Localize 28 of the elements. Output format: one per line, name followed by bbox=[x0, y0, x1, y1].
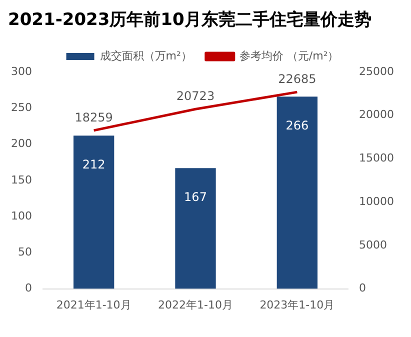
chart-title: 2021-2023历年前10月东莞二手住宅量价走势 bbox=[8, 9, 372, 31]
y-tick-label: 50 bbox=[18, 246, 32, 259]
y2-tick-label: 10000 bbox=[359, 194, 394, 208]
y-tick-label: 0 bbox=[24, 282, 32, 295]
data-label: 212 bbox=[82, 158, 106, 172]
x-tick-label: 2022年1-10月 bbox=[158, 298, 233, 312]
y-tick-label: 200 bbox=[10, 137, 32, 150]
x-tick-label: 2021年1-10月 bbox=[56, 298, 132, 312]
y2-tick-label: 5000 bbox=[359, 238, 388, 252]
y-tick-label: 300 bbox=[10, 64, 32, 78]
bar bbox=[276, 96, 318, 289]
data-label: 266 bbox=[286, 118, 309, 133]
y2-tick-label: 0 bbox=[359, 282, 366, 295]
data-label: 18259 bbox=[74, 110, 113, 125]
data-label: 167 bbox=[184, 190, 207, 204]
legend-label: 参考均价 （元/m²） bbox=[239, 49, 339, 62]
y-tick-label: 150 bbox=[10, 173, 32, 186]
legend-label: 成交面积（万m²） bbox=[100, 49, 192, 62]
bar bbox=[175, 168, 216, 289]
y2-tick-label: 25000 bbox=[359, 64, 394, 78]
bar bbox=[73, 136, 114, 289]
x-tick-label: 2023年1-10月 bbox=[260, 298, 335, 312]
y-tick-label: 100 bbox=[10, 209, 32, 222]
y-tick-label: 250 bbox=[10, 100, 32, 114]
data-label: 20723 bbox=[176, 89, 215, 104]
data-label: 22685 bbox=[278, 72, 316, 86]
y2-tick-label: 15000 bbox=[359, 152, 394, 165]
y2-tick-label: 20000 bbox=[359, 108, 394, 122]
